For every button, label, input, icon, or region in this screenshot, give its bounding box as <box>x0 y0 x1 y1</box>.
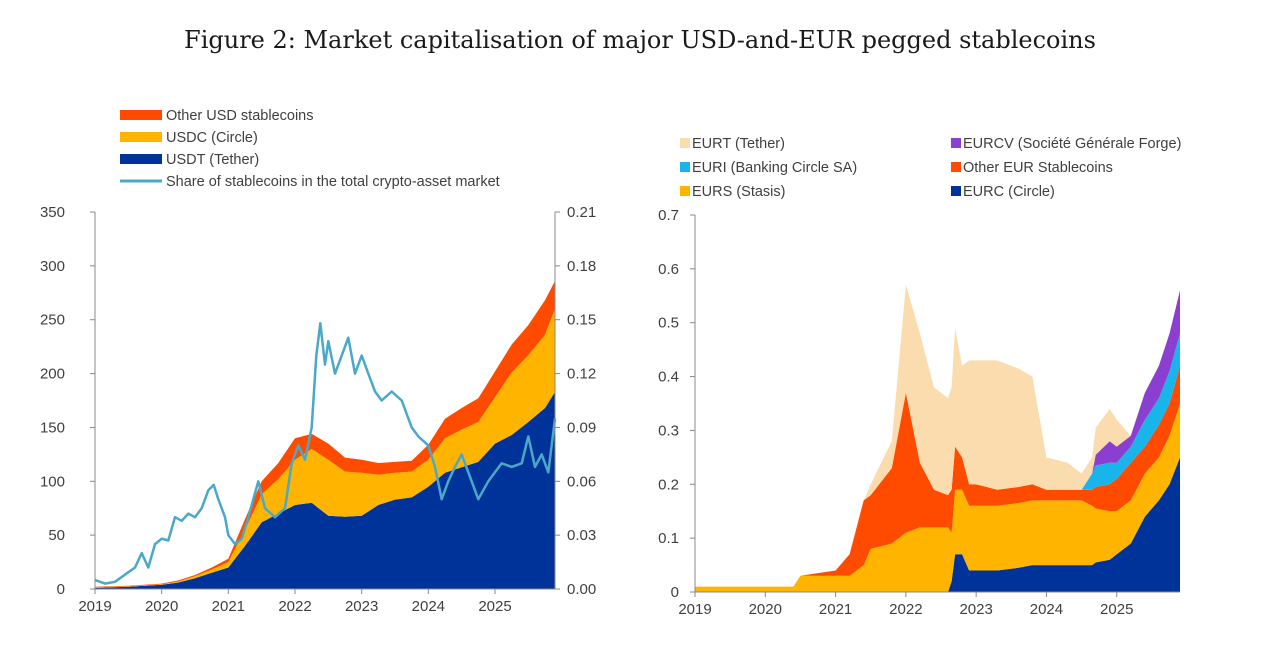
eur-legend-swatch-5 <box>951 186 961 196</box>
usd-legend-swatch-2 <box>120 154 162 164</box>
usd-y-tick-4: 200 <box>40 366 65 383</box>
figure-title: Figure 2: Market capitalisation of major… <box>184 26 1096 54</box>
usd-share-line <box>94 322 557 585</box>
usd-y2-tick-1: 0.03 <box>567 527 596 544</box>
usd-legend-swatch-1 <box>120 132 162 142</box>
usd-y2-tick-3: 0.09 <box>567 419 596 436</box>
eur-y-tick-0: 0 <box>671 584 679 601</box>
eur-x-tick-2: 2021 <box>819 601 852 618</box>
eur-x-tick-0: 2019 <box>678 601 711 618</box>
usd-legend-label-1: USDC (Circle) <box>166 130 258 146</box>
eur-legend-label-3: Other EUR Stablecoins <box>963 160 1113 176</box>
eur-legend-label-4: EURS (Stasis) <box>692 184 785 200</box>
eur-y-tick-6: 0.6 <box>658 261 679 278</box>
usd-y2-tick-6: 0.18 <box>567 258 596 275</box>
eur-x-tick-3: 2022 <box>889 601 922 618</box>
eur-legend-label-0: EURT (Tether) <box>692 136 785 152</box>
eur-y-tick-2: 0.2 <box>658 476 679 493</box>
eur-y-tick-7: 0.7 <box>658 207 679 224</box>
usd-y2-tick-4: 0.12 <box>567 366 596 383</box>
eur-legend-swatch-4 <box>680 186 690 196</box>
usd-y-tick-5: 250 <box>40 312 65 329</box>
usd-y-tick-1: 50 <box>48 527 65 544</box>
usd-x-tick-5: 2024 <box>412 598 445 615</box>
usd-y-tick-3: 150 <box>40 419 65 436</box>
eur-legend-swatch-0 <box>680 138 690 148</box>
eur-y-tick-4: 0.4 <box>658 369 679 386</box>
eur-legend-label-2: EURI (Banking Circle SA) <box>692 160 857 176</box>
eur-legend-swatch-1 <box>951 138 961 148</box>
usd-area-1 <box>95 308 555 588</box>
usd-y2-tick-2: 0.06 <box>567 473 596 490</box>
eur-x-tick-6: 2025 <box>1100 601 1133 618</box>
usd-legend-label-2: USDT (Tether) <box>166 152 259 168</box>
eur-legend-label-1: EURCV (Société Générale Forge) <box>963 136 1181 152</box>
eur-legend-swatch-3 <box>951 162 961 172</box>
usd-x-tick-1: 2020 <box>145 598 178 615</box>
usd-legend-line-label: Share of stablecoins in the total crypto… <box>166 174 500 190</box>
usd-y-tick-6: 300 <box>40 258 65 275</box>
usd-stablecoins-chart: 0 50 100 150 200 250 300 350 0.00 0.03 0.06 0.09 0.1… <box>40 108 596 615</box>
usd-legend-label-0: Other USD stablecoins <box>166 108 313 124</box>
usd-legend-swatch-0 <box>120 110 162 120</box>
eur-area-1 <box>695 403 1180 592</box>
usd-y2-tick-7: 0.21 <box>567 204 596 221</box>
usd-area-0 <box>95 391 555 589</box>
eur-x-tick-4: 2023 <box>959 601 992 618</box>
eur-y-tick-5: 0.5 <box>658 315 679 332</box>
eur-y-tick-3: 0.3 <box>658 422 679 439</box>
usd-x-tick-0: 2019 <box>78 598 111 615</box>
eur-legend-swatch-2 <box>680 162 690 172</box>
eur-stablecoins-chart: 0 0.1 0.2 0.3 0.4 0.5 0.6 0.7 2019 2020 2021 2022 20… <box>658 136 1181 618</box>
eur-area-0 <box>695 457 1180 592</box>
usd-y2-tick-5: 0.15 <box>567 312 596 329</box>
eur-y-tick-1: 0.1 <box>658 530 679 547</box>
usd-x-tick-2: 2021 <box>212 598 245 615</box>
usd-y-tick-0: 0 <box>57 581 65 598</box>
eur-x-tick-1: 2020 <box>749 601 782 618</box>
usd-x-tick-3: 2022 <box>278 598 311 615</box>
usd-x-tick-4: 2023 <box>345 598 378 615</box>
usd-y-tick-7: 350 <box>40 204 65 221</box>
usd-x-tick-6: 2025 <box>478 598 511 615</box>
eur-area-5 <box>695 285 1180 587</box>
usd-y2-tick-0: 0.00 <box>567 581 596 598</box>
eur-x-tick-5: 2024 <box>1030 601 1063 618</box>
usd-y-tick-2: 100 <box>40 473 65 490</box>
eur-legend-label-5: EURC (Circle) <box>963 184 1055 200</box>
